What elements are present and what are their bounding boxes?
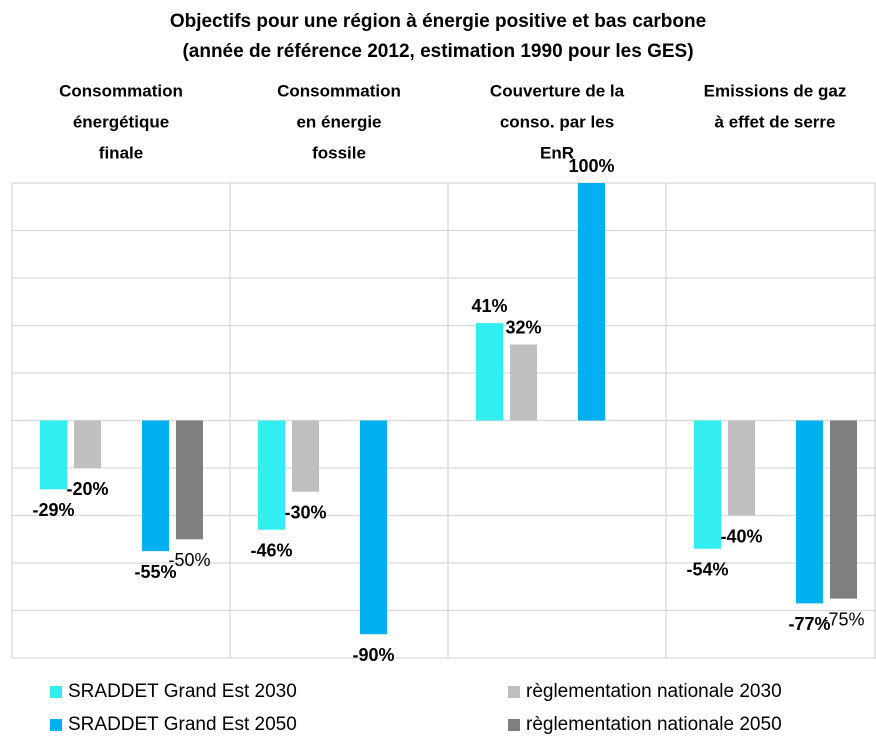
category-label: conso. par les — [500, 112, 614, 131]
category-label: EnR — [540, 143, 574, 162]
data-label: 32% — [505, 317, 541, 337]
legend-swatch — [50, 719, 62, 731]
bar — [258, 420, 285, 530]
bar — [694, 420, 721, 549]
category-label: à effet de serre — [715, 112, 836, 131]
data-label: -75% — [822, 609, 864, 629]
bar — [292, 420, 319, 492]
data-label: -46% — [250, 541, 292, 561]
category-label: Consommation — [59, 81, 183, 100]
data-label: -54% — [686, 560, 728, 580]
bar — [360, 420, 387, 635]
legend-swatch — [50, 686, 62, 698]
data-label: 100% — [568, 156, 614, 176]
legend-swatch — [508, 686, 520, 698]
data-label: -29% — [32, 500, 74, 520]
data-label: -30% — [284, 503, 326, 523]
chart-title: Objectifs pour une région à énergie posi… — [170, 11, 706, 32]
data-label: 41% — [471, 296, 507, 316]
legend-label: règlementation nationale 2030 — [526, 681, 782, 702]
bar — [176, 420, 203, 540]
legend-label: SRADDET Grand Est 2050 — [68, 714, 297, 735]
chart-subtitle: (année de référence 2012, estimation 199… — [182, 41, 693, 62]
bar — [728, 420, 755, 516]
category-label: fossile — [312, 143, 366, 162]
legend-label: règlementation nationale 2050 — [526, 714, 782, 735]
category-label: en énergie — [296, 112, 381, 131]
category-label: finale — [99, 143, 143, 162]
bar — [142, 420, 169, 552]
bar — [40, 420, 67, 490]
category-label: Couverture de la — [490, 81, 625, 100]
category-label: Emissions de gaz — [704, 81, 847, 100]
legend-swatch — [508, 719, 520, 731]
bar — [476, 323, 503, 421]
data-label: -40% — [720, 526, 762, 546]
bar — [74, 420, 101, 468]
legend-label: SRADDET Grand Est 2030 — [68, 681, 297, 702]
data-label: -77% — [788, 614, 830, 634]
data-label: -50% — [168, 550, 210, 570]
bar — [578, 183, 605, 421]
category-label: énergétique — [73, 112, 169, 131]
data-label: -90% — [352, 645, 394, 665]
bar — [510, 344, 537, 421]
data-label: -55% — [134, 562, 176, 582]
data-label: -20% — [66, 479, 108, 499]
bar — [830, 420, 857, 599]
bar — [796, 420, 823, 604]
category-label: Consommation — [277, 81, 401, 100]
